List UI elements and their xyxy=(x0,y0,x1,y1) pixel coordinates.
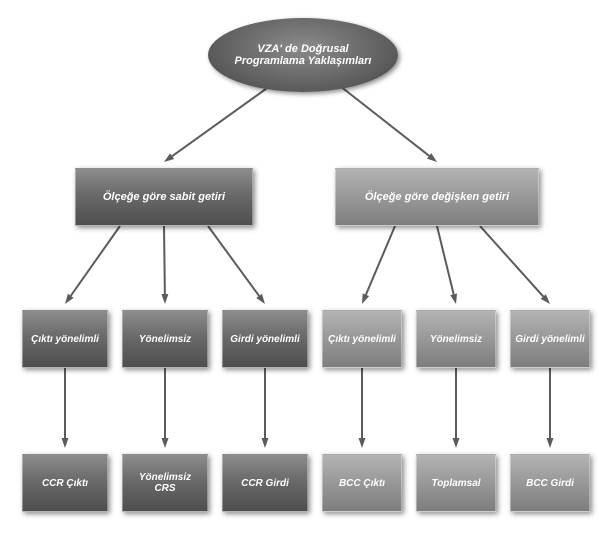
node-label-c_out: Çıktı yönelimli xyxy=(31,334,99,345)
node-v_in: Girdi yönelimli xyxy=(510,310,590,368)
arrowhead-vrs-v_non xyxy=(450,293,457,304)
arrowhead-v_in-bcc_g xyxy=(547,438,554,448)
node-bcc_o: BCC Çıktı xyxy=(322,454,402,512)
node-bcc_g: BCC Girdi xyxy=(510,454,590,512)
edge-crs-c_out xyxy=(71,226,120,296)
arrowhead-c_in-ccr_g xyxy=(262,438,269,448)
arrowhead-v_non-add xyxy=(453,438,460,448)
node-label-add: Toplamsal xyxy=(431,478,480,489)
node-label-ccr_g: CCR Girdi xyxy=(241,478,289,489)
edge-vrs-v_out xyxy=(366,226,395,295)
arrowhead-v_out-bcc_o xyxy=(359,438,366,448)
node-label-c_in: Girdi yönelimli xyxy=(230,334,299,345)
node-v_out: Çıktı yönelimli xyxy=(322,310,402,368)
edge-crs-c_in xyxy=(208,226,259,296)
node-c_out: Çıktı yönelimli xyxy=(22,310,108,368)
node-label-c_non: Yönelimsiz xyxy=(139,334,191,345)
node-c_non: Yönelimsiz xyxy=(122,310,208,368)
edge-vrs-v_non xyxy=(437,226,454,294)
node-crs: Ölçeğe göre sabit getiri xyxy=(75,168,253,226)
arrowhead-c_non-crs_n xyxy=(162,438,169,448)
node-label-v_non: Yönelimsiz xyxy=(430,334,482,345)
node-label-root: VZA' de Doğrusal Programlama Yaklaşımlar… xyxy=(235,43,372,67)
node-label-ccr_o: CCR Çıktı xyxy=(42,478,88,489)
edge-root-vrs xyxy=(340,86,429,156)
node-ccr_g: CCR Girdi xyxy=(222,454,308,512)
node-label-vrs: Ölçeğe göre değişken getiri xyxy=(365,191,509,203)
node-root: VZA' de Doğrusal Programlama Yaklaşımlar… xyxy=(208,18,398,92)
edge-vrs-v_in xyxy=(480,226,543,297)
node-label-bcc_g: BCC Girdi xyxy=(526,478,574,489)
node-label-crs_n: Yönelimsiz CRS xyxy=(127,472,203,494)
arrowhead-c_out-ccr_o xyxy=(62,438,69,448)
arrowhead-crs-c_non xyxy=(161,294,168,304)
node-label-v_out: Çıktı yönelimli xyxy=(328,334,396,345)
node-label-v_in: Girdi yönelimli xyxy=(515,334,584,345)
node-add: Toplamsal xyxy=(416,454,496,512)
node-v_non: Yönelimsiz xyxy=(416,310,496,368)
edge-crs-c_non xyxy=(164,226,165,294)
node-label-bcc_o: BCC Çıktı xyxy=(339,478,385,489)
node-c_in: Girdi yönelimli xyxy=(222,310,308,368)
arrowhead-vrs-v_out xyxy=(362,293,369,304)
node-crs_n: Yönelimsiz CRS xyxy=(122,454,208,512)
edge-root-crs xyxy=(172,86,270,156)
node-vrs: Ölçeğe göre değişken getiri xyxy=(335,168,539,226)
node-ccr_o: CCR Çıktı xyxy=(22,454,108,512)
node-label-crs: Ölçeğe göre sabit getiri xyxy=(103,191,225,203)
